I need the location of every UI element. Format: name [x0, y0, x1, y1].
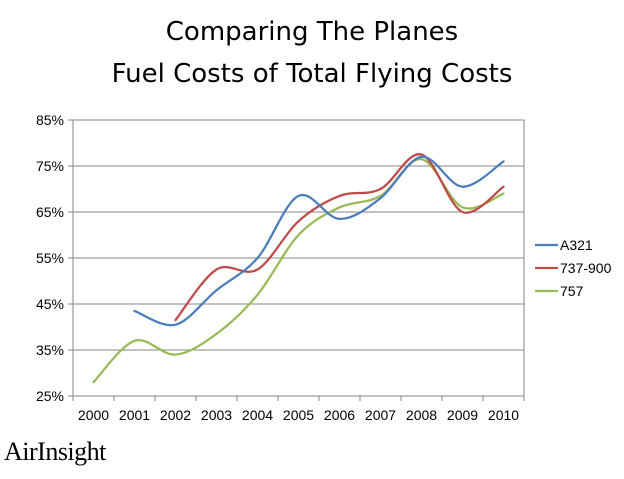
- x-tick-label: 2010: [488, 407, 519, 423]
- y-tick-label: 65%: [36, 204, 64, 220]
- legend-label-737-900: 737-900: [560, 260, 612, 276]
- x-tick-label: 2000: [78, 407, 109, 423]
- x-tick-label: 2003: [201, 407, 232, 423]
- airinsight-logo: AirInsight: [4, 437, 106, 466]
- series-line-a321: [133, 155, 505, 327]
- x-tick-label: 2005: [283, 407, 314, 423]
- x-tick-label: 2008: [406, 407, 437, 423]
- y-tick-label: 85%: [36, 112, 64, 128]
- legend-label-757: 757: [560, 283, 584, 299]
- chart-subtitle: Fuel Costs of Total Flying Costs: [111, 59, 513, 89]
- x-tick-label: 2009: [447, 407, 478, 423]
- x-tick-label: 2001: [119, 407, 150, 423]
- chart-title: Comparing The Planes: [165, 17, 459, 47]
- x-tick-label: 2004: [242, 407, 273, 423]
- y-tick-label: 35%: [36, 342, 64, 358]
- series-line-757: [92, 157, 505, 384]
- series-line-737-900: [174, 153, 505, 322]
- legend-label-a321: A321: [560, 237, 593, 253]
- y-tick-label: 45%: [36, 296, 64, 312]
- y-tick-label: 25%: [36, 388, 64, 404]
- y-tick-label: 75%: [36, 158, 64, 174]
- x-tick-label: 2002: [160, 407, 191, 423]
- y-tick-label: 55%: [36, 250, 64, 266]
- x-tick-label: 2006: [324, 407, 355, 423]
- x-tick-label: 2007: [365, 407, 396, 423]
